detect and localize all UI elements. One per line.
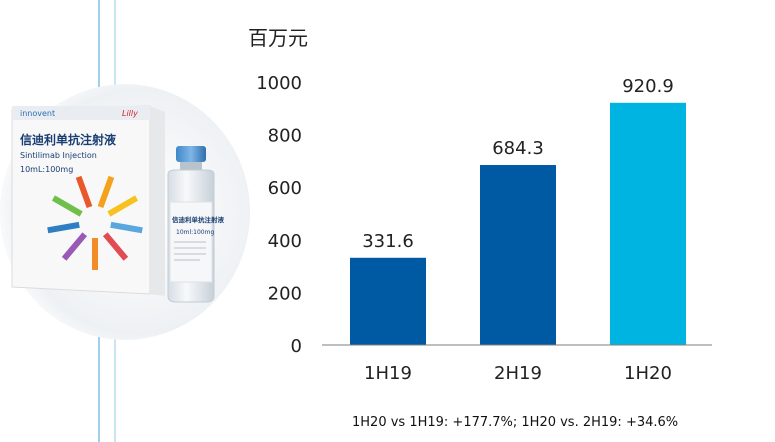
bar-1h20	[610, 102, 686, 345]
box-chinese-name: 信迪利单抗注射液	[20, 132, 116, 147]
vial-label: 信迪利单抗注射液	[172, 215, 225, 224]
y-tick-label: 400	[268, 231, 302, 252]
y-tick-label: 0	[291, 336, 302, 357]
value-label: 684.3	[492, 138, 544, 159]
y-axis: 0 200 400 600 800 1000	[256, 73, 302, 357]
value-label: 331.6	[362, 231, 414, 252]
box-dose: 10mL:100mg	[20, 165, 73, 174]
x-tick-label: 1H20	[624, 363, 672, 384]
partner-logo: Lilly	[122, 109, 138, 118]
comparison-footnote: 1H20 vs 1H19: +177.7%; 1H20 vs. 2H19: +3…	[352, 415, 679, 430]
starburst-graphic	[47, 175, 143, 270]
product-photo: innovent Lilly 信迪利单抗注射液 Sintilimab Injec…	[0, 84, 250, 340]
brand-logo: innovent	[20, 109, 55, 118]
product-box: innovent Lilly 信迪利单抗注射液 Sintilimab Injec…	[11, 105, 165, 296]
x-tick-label: 1H19	[364, 363, 412, 384]
value-label: 920.9	[622, 76, 674, 97]
box-english-name: Sintilimab Injection	[20, 151, 97, 160]
product-vial: 信迪利单抗注射液 10ml:100mg	[167, 146, 225, 303]
y-tick-label: 1000	[256, 73, 302, 94]
bars: 331.6 684.3 920.9	[350, 76, 686, 345]
y-tick-label: 600	[268, 178, 302, 199]
x-axis: 1H19 2H19 1H20	[364, 363, 672, 384]
bar-1h19	[350, 257, 426, 345]
unit-label: 百万元	[248, 26, 308, 50]
bar-2h19	[480, 165, 556, 345]
vial-dose: 10ml:100mg	[176, 229, 214, 236]
y-tick-label: 200	[268, 283, 302, 304]
y-tick-label: 800	[268, 126, 302, 147]
x-tick-label: 2H19	[494, 363, 542, 384]
